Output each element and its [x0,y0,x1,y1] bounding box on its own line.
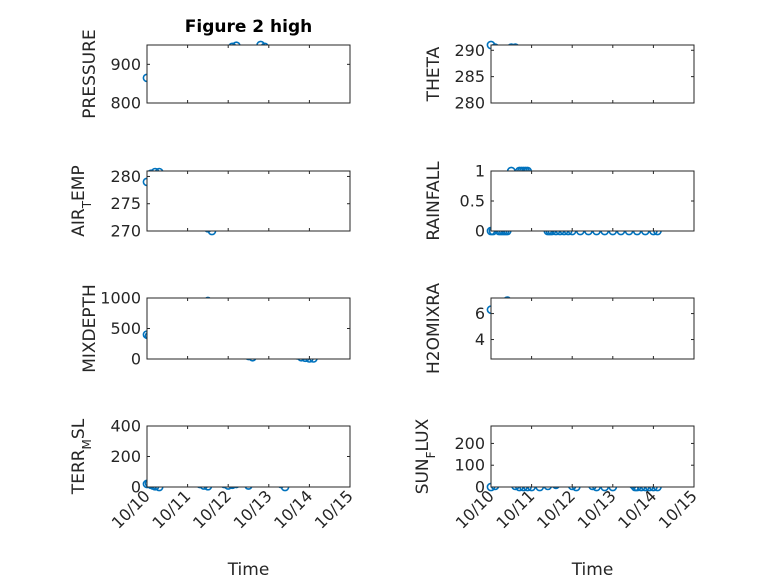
sun-flux-y-tick-label: 200 [454,434,485,453]
mixdepth-y-tick-label: 1000 [100,289,141,308]
air-temp-y-tick-label: 280 [110,167,141,186]
sun-flux-x-tick-label: 10/15 [655,486,701,532]
terr-msl-y-tick-label: 0 [131,478,141,497]
sun-flux-x-label: Time [571,560,614,580]
rainfall-y-tick-label: 1 [475,162,485,181]
subplot-pressure: 800 900 PRESSURE Figure 2 high [80,17,351,119]
terr-msl-y-tick-label: 400 [110,417,141,436]
subplot-terr-msl: 10/1010/1110/1210/1310/1410/150200400TER… [69,417,357,581]
theta-axes-frame [490,44,695,104]
rainfall-y-tick-label: 0 [475,222,485,241]
theta-y-label: THETA [424,46,444,102]
rainfall-y-label: RAINFALL [424,161,444,241]
terr-msl-y-label: TERRMSL [69,418,94,495]
pressure-title: Figure 2 high [185,17,313,37]
sun-flux-y-label: SUNFLUX [413,418,438,494]
terr-msl-x-tick-label: 10/12 [189,486,235,532]
sun-flux-x-tick-label: 10/13 [574,486,620,532]
theta-y-tick-label: 290 [454,41,485,60]
air-temp-axes-frame [146,170,351,232]
air-temp-y-tick-label: 270 [110,222,141,241]
theta-y-tick-label: 285 [454,67,485,86]
sun-flux-y-tick-label: 100 [454,456,485,475]
mixdepth-y-tick-label: 0 [131,350,141,369]
h2omixra-axes-frame [490,297,695,360]
sun-flux-y-tick-label: 0 [475,478,485,497]
mixdepth-axes-frame [146,297,351,360]
theta-y-tick-label: 280 [454,94,485,113]
rainfall-axes-frame [490,170,695,232]
terr-msl-x-tick-label: 10/11 [148,486,194,532]
terr-msl-x-tick-label: 10/15 [311,486,357,532]
terr-msl-x-tick-label: 10/13 [230,486,276,532]
pressure-y-tick-label: 800 [110,94,141,113]
h2omixra-y-label: H2OMIXRA [424,283,444,374]
rainfall-y-tick-label: 0.5 [460,192,485,211]
terr-msl-axes-frame [146,425,351,488]
subplot-theta: 280 285 290 THETA [424,40,695,113]
terr-msl-x-label: Time [227,560,270,580]
sun-flux-axes-frame [490,425,695,488]
terr-msl-y-tick-label: 200 [110,447,141,466]
sun-flux-x-tick-label: 10/12 [533,486,579,532]
air-temp-y-label: AIRTEMP [69,165,94,236]
subplot-air-temp: 270 275 280 AIRTEMP [69,165,351,241]
sun-flux-x-tick-label: 10/14 [614,486,660,532]
pressure-axes-frame [146,44,351,104]
h2omixra-y-tick-label: 6 [475,304,485,323]
mixdepth-y-label: MIXDEPTH [80,284,100,373]
air-temp-y-tick-label: 275 [110,194,141,213]
subplot-sun-flux: 10/1010/1110/1210/1310/1410/150100200SUN… [413,418,701,580]
pressure-y-label: PRESSURE [80,29,100,118]
h2omixra-y-tick-label: 4 [475,330,485,349]
pressure-y-tick-label: 900 [110,55,141,74]
mixdepth-y-tick-label: 500 [110,319,141,338]
sun-flux-x-tick-label: 10/11 [492,486,538,532]
subplot-rainfall: 0 0.5 1 RAINFALL [424,161,695,241]
terr-msl-x-tick-label: 10/14 [270,486,316,532]
subplot-h2omixra: 4 6 H2OMIXRA [424,283,695,374]
